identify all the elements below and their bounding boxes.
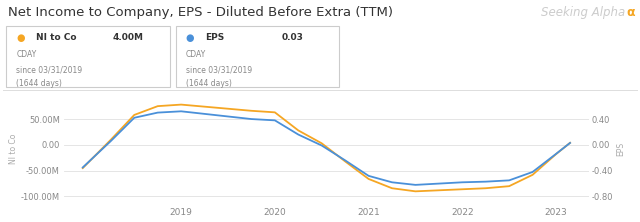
Text: (1644 days): (1644 days)	[16, 79, 62, 88]
Text: Seeking Alpha: Seeking Alpha	[541, 6, 625, 19]
Text: CDAY: CDAY	[186, 50, 206, 59]
Text: ●: ●	[16, 33, 25, 43]
Y-axis label: EPS: EPS	[616, 142, 625, 156]
Text: EPS: EPS	[205, 33, 225, 42]
Text: 0.03: 0.03	[282, 33, 304, 42]
Text: CDAY: CDAY	[16, 50, 36, 59]
Text: NI to Co: NI to Co	[36, 33, 76, 42]
Text: since 03/31/2019: since 03/31/2019	[186, 65, 252, 74]
Text: ●: ●	[186, 33, 195, 43]
Text: since 03/31/2019: since 03/31/2019	[16, 65, 83, 74]
Y-axis label: NI to Co: NI to Co	[9, 134, 18, 164]
Text: 4.00M: 4.00M	[113, 33, 143, 42]
Text: α: α	[626, 6, 634, 19]
FancyBboxPatch shape	[176, 26, 339, 87]
FancyBboxPatch shape	[6, 26, 170, 87]
Text: Net Income to Company, EPS - Diluted Before Extra (TTM): Net Income to Company, EPS - Diluted Bef…	[8, 6, 393, 19]
Text: (1644 days): (1644 days)	[186, 79, 232, 88]
